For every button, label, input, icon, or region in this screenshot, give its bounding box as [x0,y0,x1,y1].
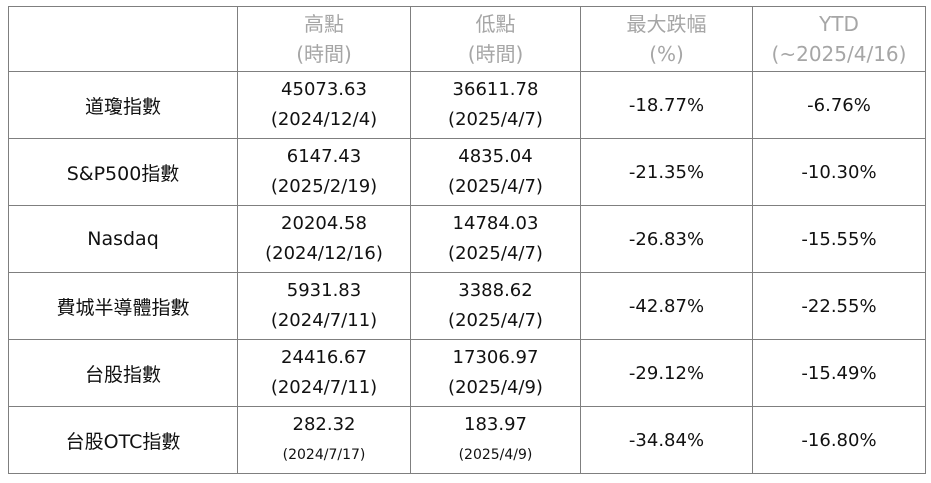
drawdown: -26.83% [580,205,753,273]
drawdown: -29.12% [580,339,753,407]
high-cell: 45073.63 (2024/12/4) [237,71,411,139]
low-cell: 183.97 (2025/4/9) [410,406,581,474]
ytd: -10.30% [752,138,926,206]
header-text: 低點 [475,12,516,36]
drawdown: -18.77% [580,71,753,139]
index-table: 高點 (時間) 低點 (時間) 最大跌幅 (%) YTD (~2025/4/16) 道瓊指數 4… [8,6,926,474]
header-text: YTD [819,12,859,36]
ytd: -22.55% [752,272,926,340]
data-row: 費城半導體指數 5931.83 (2024/7/11) 3388.62 (2025/4/… [8,272,926,340]
header-row: 高點 (時間) 低點 (時間) 最大跌幅 (%) YTD (~2025/4/16) [8,6,926,72]
low-date: (2025/4/9) [448,377,543,398]
low-cell: 4835.04 (2025/4/7) [410,138,581,206]
low-date: (2025/4/7) [448,243,543,264]
table-body: 道瓊指數 45073.63 (2024/12/4) 36611.78 (2025/4/7… [8,71,926,474]
header-cell: 最大跌幅 (%) [580,6,753,72]
high-cell: 24416.67 (2024/7/11) [237,339,411,407]
data-row: 道瓊指數 45073.63 (2024/12/4) 36611.78 (2025/4/7… [8,71,926,139]
low-date: (2025/4/7) [448,176,543,197]
header-text: (%) [649,42,684,66]
data-row: S&P500指數 6147.43 (2025/2/19) 4835.04 (2025/4… [8,138,926,206]
low-value: 14784.03 [452,213,539,234]
high-value: 6147.43 [286,146,362,167]
high-date: (2025/2/19) [270,176,378,197]
drawdown: -21.35% [580,138,753,206]
low-date: (2025/4/7) [448,310,543,331]
high-cell: 6147.43 (2025/2/19) [237,138,411,206]
index-name: Nasdaq [8,205,238,273]
header-cell: YTD (~2025/4/16) [752,6,926,72]
header-cell [8,6,238,72]
high-value: 5931.83 [286,280,362,301]
high-date: (2024/12/16) [265,243,383,264]
high-date: (2024/7/11) [270,377,378,398]
high-value: 282.32 [292,414,356,435]
drawdown: -42.87% [580,272,753,340]
data-row: Nasdaq 20204.58 (2024/12/16) 14784.03 (2025/… [8,205,926,273]
index-name: 道瓊指數 [8,71,238,139]
low-value: 17306.97 [452,347,539,368]
ytd: -15.49% [752,339,926,407]
low-cell: 14784.03 (2025/4/7) [410,205,581,273]
index-name: 台股指數 [8,339,238,407]
data-row: 台股OTC指數 282.32 (2024/7/17) 183.97 (2025/4/9)… [8,406,926,474]
index-name: 台股OTC指數 [8,406,238,474]
high-cell: 20204.58 (2024/12/16) [237,205,411,273]
ytd: -15.55% [752,205,926,273]
header-text: (時間) [467,42,524,66]
high-date: (2024/7/17) [282,447,366,463]
low-cell: 17306.97 (2025/4/9) [410,339,581,407]
high-date: (2024/12/4) [270,109,378,130]
low-value: 3388.62 [458,280,533,301]
ytd: -6.76% [752,71,926,139]
low-date: (2025/4/9) [458,447,533,463]
low-value: 36611.78 [452,79,539,100]
low-value: 183.97 [464,414,527,435]
high-value: 45073.63 [281,79,367,100]
data-row: 台股指數 24416.67 (2024/7/11) 17306.97 (2025/4/9… [8,339,926,407]
header-cell: 高點 (時間) [237,6,411,72]
high-date: (2024/7/11) [270,310,378,331]
header-text: (~2025/4/16) [771,42,907,66]
header-text: 最大跌幅 [626,12,707,36]
index-name: 費城半導體指數 [8,272,238,340]
high-value: 20204.58 [281,213,367,234]
header-text: 高點 [304,12,344,36]
high-cell: 5931.83 (2024/7/11) [237,272,411,340]
high-value: 24416.67 [281,347,367,368]
drawdown: -34.84% [580,406,753,474]
high-cell: 282.32 (2024/7/17) [237,406,411,474]
header-text: (時間) [296,42,352,66]
low-cell: 36611.78 (2025/4/7) [410,71,581,139]
header-cell: 低點 (時間) [410,6,581,72]
low-cell: 3388.62 (2025/4/7) [410,272,581,340]
ytd: -16.80% [752,406,926,474]
index-name: S&P500指數 [8,138,238,206]
low-date: (2025/4/7) [448,109,543,130]
low-value: 4835.04 [458,146,533,167]
